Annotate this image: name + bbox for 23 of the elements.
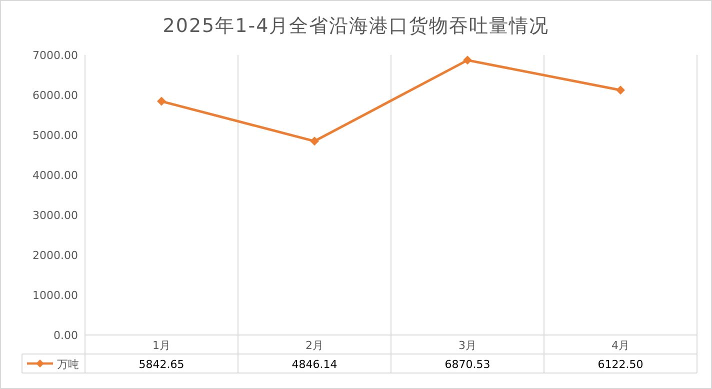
data-label: 4846.14 <box>292 358 338 371</box>
data-label: 5842.65 <box>138 358 184 371</box>
point <box>157 96 166 106</box>
y-tick-label: 3000.00 <box>32 209 78 222</box>
point <box>463 56 472 65</box>
data-label: 6122.50 <box>598 358 644 371</box>
x-tick-label: 3月 <box>458 339 476 352</box>
x-tick-label: 2月 <box>306 339 324 352</box>
legend-label: 万吨 <box>57 358 79 371</box>
y-tick-label: 1000.00 <box>32 289 78 302</box>
point <box>616 86 625 95</box>
x-tick-label: 1月 <box>152 339 170 352</box>
y-tick-label: 2000.00 <box>32 249 78 262</box>
x-tick-label: 4月 <box>612 339 630 352</box>
y-tick-label: 4000.00 <box>32 169 78 182</box>
y-tick-label: 6000.00 <box>32 89 78 102</box>
chart-title: 2025年1-4月全省沿海港口货物吞吐量情况 <box>162 15 550 37</box>
y-tick-label: 5000.00 <box>32 129 78 142</box>
point <box>310 136 319 146</box>
y-tick-label: 7000.00 <box>32 49 78 62</box>
y-tick-label: 0.00 <box>54 329 78 342</box>
data-label: 6870.53 <box>444 358 490 371</box>
legend: 万吨 <box>27 358 79 371</box>
